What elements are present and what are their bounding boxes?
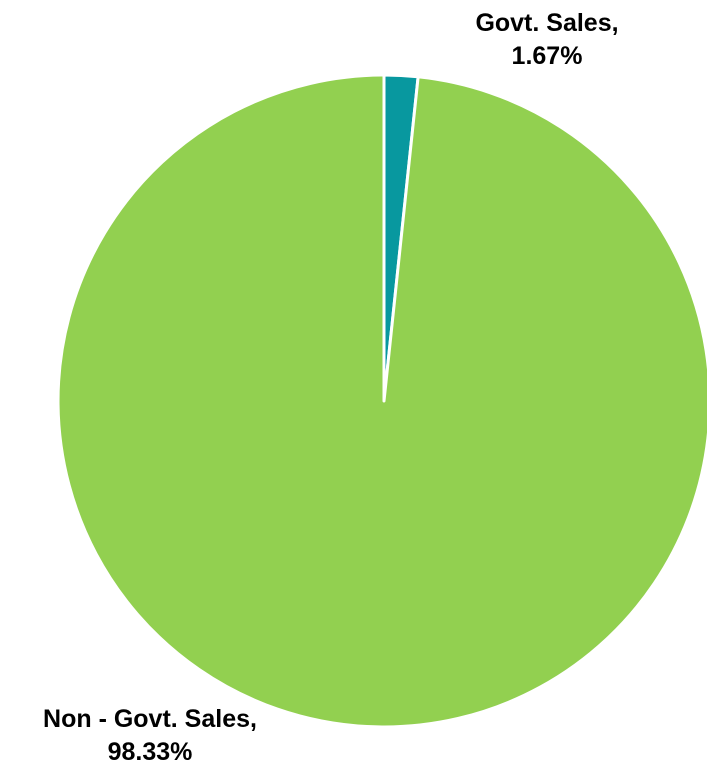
data-label-govt-sales-value: 1.67%: [511, 42, 583, 70]
data-label-non-govt-sales-name: Non - Govt. Sales,: [43, 705, 257, 733]
data-label-non-govt-sales: Non - Govt. Sales, 98.33%: [0, 703, 300, 769]
pie-slice-non-govt-sales: [56, 73, 707, 729]
data-label-govt-sales-name: Govt. Sales,: [475, 9, 619, 37]
data-label-govt-sales: Govt. Sales, 1.67%: [442, 7, 652, 73]
data-label-non-govt-sales-value: 98.33%: [107, 738, 193, 766]
